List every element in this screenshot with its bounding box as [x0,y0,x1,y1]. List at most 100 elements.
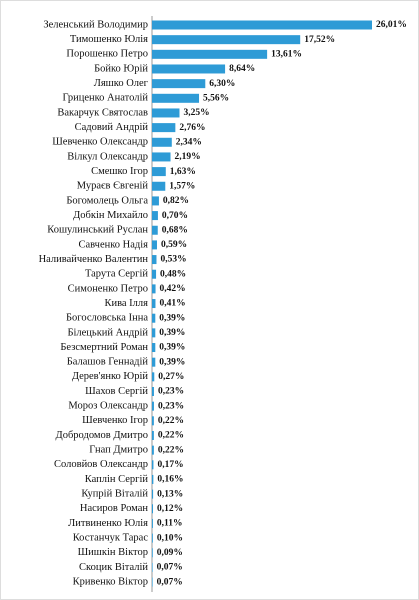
value-label: 0,11% [157,519,183,529]
value-label: 2,34% [176,137,202,147]
value-label: 2,76% [179,123,205,133]
bar [152,445,154,455]
bar [152,93,200,103]
category-label: Гриценко Анатолій [62,93,148,104]
category-label: Скоцик Віталій [79,562,148,573]
value-label: 0,16% [157,475,183,485]
bar [152,269,157,279]
value-label: 0,39% [159,328,185,338]
category-label: Насиров Роман [80,503,148,514]
value-label: 0,10% [157,533,183,543]
bar [152,343,156,353]
value-label: 0,23% [158,387,184,397]
value-label: 0,48% [160,269,186,279]
value-label: 0,22% [158,416,184,426]
value-label: 0,22% [158,431,184,441]
category-label: Добкін Михайло [73,210,148,221]
bar [152,313,156,323]
bar [152,240,157,250]
category-label: Тарута Сергій [85,269,148,280]
category-label: Купрій Віталій [81,489,148,500]
bar [152,518,153,528]
value-label: 0,39% [159,357,185,367]
value-label: 0,68% [162,225,188,235]
category-label: Кива Ілля [104,298,148,309]
category-label: Костанчук Тарас [73,533,149,544]
category-label: Шевченко Олександр [52,137,148,148]
bar [152,196,159,206]
category-label: Шахов Сергій [85,386,148,397]
value-label: 0,07% [157,577,183,587]
category-label: Гнап Дмитро [89,445,148,456]
bar [152,123,176,133]
value-label: 5,56% [203,93,229,103]
bar [152,284,156,294]
value-label: 0,42% [160,284,186,294]
bar [152,357,156,367]
bar [152,416,154,426]
category-label: Соловйов Олександр [54,459,148,470]
value-label: 3,25% [183,108,209,118]
bar [152,255,157,265]
value-label: 0,41% [159,299,185,309]
bar [152,489,154,499]
category-label: Ляшко Олег [94,78,149,89]
bar [152,548,153,558]
category-label: Зеленський Володимир [43,19,148,30]
category-label: Білецький Андрій [67,327,148,338]
value-label: 2,19% [175,152,201,162]
value-label: 0,70% [162,211,188,221]
value-label: 1,57% [169,181,195,191]
category-label: Шишкін Віктор [78,547,148,558]
bar [152,137,172,147]
value-label: 0,17% [157,460,183,470]
category-label: Мураєв Євгеній [77,181,149,192]
value-label: 0,27% [158,372,184,382]
category-label: Богословська Інна [66,313,148,324]
value-label: 0,22% [158,445,184,455]
bar [152,181,166,191]
value-label: 17,52% [304,35,335,45]
value-label: 0,59% [161,240,187,250]
category-label: Тимошенко Юлія [70,34,148,45]
bar [152,401,154,411]
bar [152,474,154,484]
bar [152,167,166,177]
category-label: Богомолець Ольга [66,195,148,206]
category-label: Савченко Надія [78,239,148,250]
category-label: Мороз Олександр [68,401,148,412]
value-label: 0,12% [157,504,183,514]
bar [152,64,226,74]
category-label: Порошенко Петро [66,49,148,60]
value-label: 0,09% [157,548,183,558]
value-label: 0,53% [160,255,186,265]
category-label: Каплін Сергій [85,474,149,485]
bar [152,79,206,89]
bar [152,49,268,59]
value-label: 26,01% [376,20,407,30]
bar [152,430,154,440]
category-label: Кривенко Віктор [73,576,148,587]
value-label: 6,30% [209,79,235,89]
bar [152,504,154,514]
bar [152,387,154,396]
bar [152,562,153,572]
category-label: Садовий Андрій [75,122,149,133]
bar [152,108,180,118]
category-label: Литвиненко Юлія [68,518,148,529]
category-label: Смешко Ігор [91,166,148,177]
value-label: 0,82% [163,196,189,206]
value-label: 0,13% [157,489,183,499]
bar [152,225,158,235]
bar [152,35,301,45]
category-label: Добродомов Дмитро [56,430,148,441]
bar [152,152,171,162]
bar [152,299,156,309]
value-label: 0,23% [158,401,184,411]
bar [152,372,155,382]
category-label: Бойко Юрій [94,63,148,74]
bar [152,577,153,587]
bar [152,328,156,338]
